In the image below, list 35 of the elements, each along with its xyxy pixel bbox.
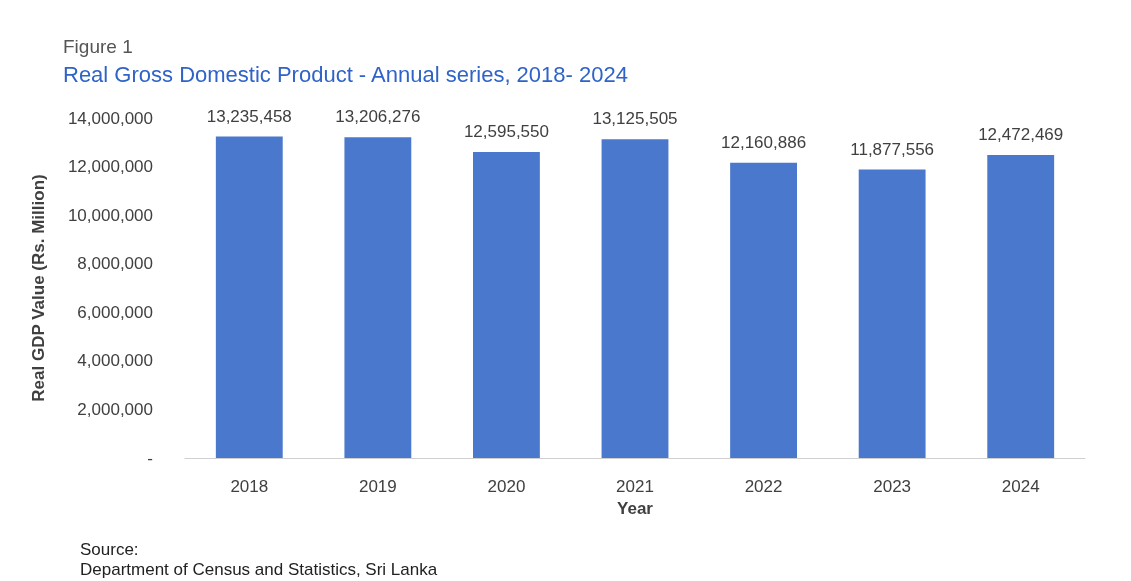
data-label: 13,125,505 — [592, 109, 678, 129]
y-tick-label: 2,000,000 — [77, 399, 153, 419]
chart-title: Figure 1 — [63, 36, 133, 57]
x-tick-label: 2021 — [616, 477, 654, 496]
data-label: 11,877,556 — [850, 139, 935, 159]
data-label: 12,160,886 — [721, 132, 807, 152]
x-tick-label: 2020 — [487, 477, 526, 496]
y-tick-label: 14,000,000 — [67, 108, 153, 128]
y-tick-label: - — [147, 448, 153, 468]
bar — [987, 155, 1055, 458]
bar — [215, 136, 283, 458]
y-tick-label: 8,000,000 — [77, 254, 153, 274]
y-axis-title: Real GDP Value (Rs. Million) — [29, 174, 48, 402]
y-tick-label: 4,000,000 — [77, 351, 153, 371]
x-tick-label: 2024 — [1001, 477, 1040, 496]
x-axis-title: Year — [617, 498, 654, 518]
y-tick-label: 12,000,000 — [67, 157, 153, 177]
x-tick-label: 2022 — [744, 477, 783, 496]
data-label: 12,595,550 — [463, 122, 549, 142]
chart-subtitle: Real Gross Domestic Product - Annual series, 2018- 2024 — [63, 61, 628, 87]
bar — [473, 152, 540, 458]
data-label: 13,206,276 — [335, 107, 421, 127]
x-tick-label: 2019 — [358, 477, 397, 496]
x-tick-label: 2023 — [873, 477, 912, 496]
source-note: Source: — [80, 540, 139, 559]
data-label: 12,472,469 — [978, 125, 1064, 145]
y-tick-label: 6,000,000 — [77, 302, 153, 322]
bar — [858, 169, 926, 458]
data-label: 13,235,458 — [206, 106, 292, 126]
bar — [730, 162, 797, 458]
bar — [344, 137, 412, 458]
text: Department of Census and Statistics, Sri Lanka — [80, 560, 438, 579]
x-tick-label: 2018 — [230, 477, 269, 496]
y-tick-label: 10,000,000 — [67, 205, 153, 225]
bar — [601, 139, 669, 458]
